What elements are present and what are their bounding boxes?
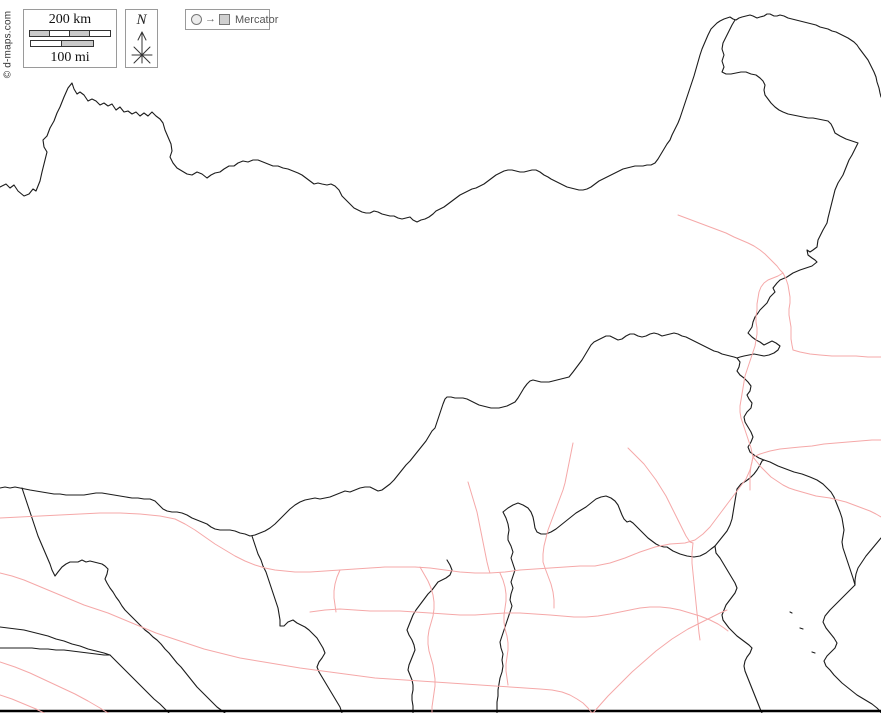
projection-label: Mercator — [235, 13, 279, 26]
road-path-junction-south — [749, 456, 754, 491]
compass-box: N — [125, 9, 158, 68]
copyright-vertical-text: © d-maps.com — [1, 6, 15, 82]
wedge-tail-path — [109, 654, 170, 713]
north-arrow-icon — [131, 31, 153, 64]
wedge-boundary-path — [0, 626, 111, 656]
road-path-southwest — [0, 572, 593, 713]
ordos-west-path — [251, 535, 343, 713]
scale-segment — [31, 41, 62, 46]
road-loop-b — [499, 572, 509, 686]
scale-segment — [90, 31, 110, 36]
scale-segment — [30, 31, 50, 36]
circle-icon — [191, 14, 202, 25]
coastline-path — [822, 537, 881, 713]
road-path-west-east — [0, 439, 881, 574]
road-path-connector-a — [467, 481, 491, 574]
scale-km-label: 200 km — [48, 12, 92, 27]
southwest-boundary-path — [21, 487, 226, 713]
road-path-southeast-a — [752, 456, 881, 518]
road-loop-a — [419, 566, 436, 713]
east-boundary-path — [721, 19, 859, 586]
scale-segment — [70, 31, 90, 36]
arrow-icon: → — [205, 13, 216, 25]
island-speck-path — [789, 611, 816, 654]
central-boundary-path — [0, 332, 738, 537]
road-path-southeast-b — [592, 609, 728, 713]
copyright-label: © d-maps.com — [2, 10, 14, 78]
road-path-central — [309, 606, 729, 632]
jagged-band-path — [502, 495, 763, 713]
scale-box: 200 km 100 mi — [23, 9, 117, 68]
scale-bar-km — [29, 30, 111, 37]
road-path-bottomleft-b — [0, 694, 45, 713]
road-loop-c — [333, 569, 341, 613]
scale-mi-label: 100 mi — [50, 50, 90, 65]
north-boundary-path — [0, 13, 881, 223]
scale-segment — [50, 31, 70, 36]
road-path-connector-e — [544, 567, 555, 609]
road-path-bottomleft-a — [0, 661, 109, 713]
road-path-connector-c — [627, 447, 694, 544]
projection-legend: → Mercator — [185, 9, 278, 30]
ordos-mid-path — [406, 559, 453, 713]
road-path-northeast-branch — [739, 272, 784, 458]
band-connector-path — [714, 459, 765, 547]
road-path-northeast — [677, 214, 881, 358]
square-icon — [219, 14, 230, 25]
scale-segment — [62, 41, 93, 46]
ordos-east-path — [496, 511, 516, 713]
compass-north-label: N — [136, 12, 147, 28]
road-path-connector-b — [542, 442, 574, 569]
scale-bar-mi — [30, 40, 94, 47]
road-path-connector-d — [691, 542, 701, 641]
